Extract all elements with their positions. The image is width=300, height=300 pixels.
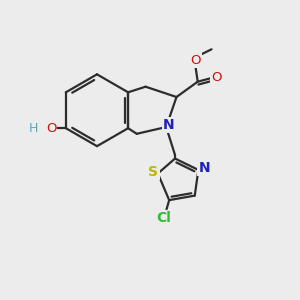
Text: O: O [190, 54, 201, 67]
Text: H: H [29, 122, 38, 135]
Text: O: O [211, 71, 221, 84]
Text: N: N [198, 160, 210, 175]
Text: S: S [148, 165, 158, 179]
Text: O: O [46, 122, 56, 135]
Text: N: N [163, 118, 174, 132]
Text: Cl: Cl [156, 212, 171, 225]
